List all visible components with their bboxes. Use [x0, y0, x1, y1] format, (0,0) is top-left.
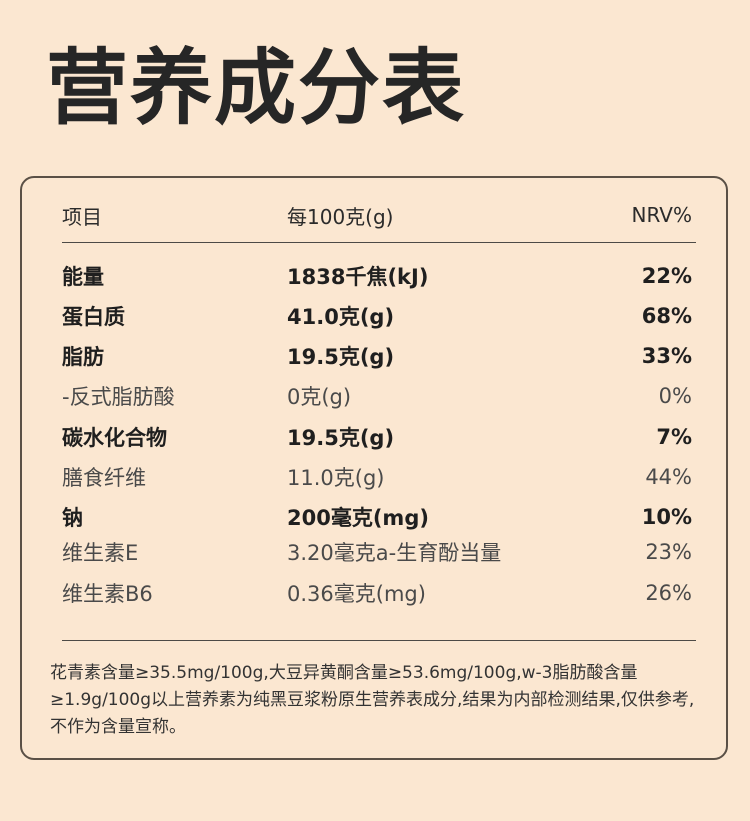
- footnote-divider: [62, 640, 696, 641]
- nutrient-amount: 19.5克(g): [287, 426, 395, 450]
- table-row: 维生素E 3.20毫克a-生育酚当量 23%: [62, 536, 692, 568]
- nutrient-name: 膳食纤维: [62, 466, 146, 490]
- header-nrv: NRV%: [631, 203, 692, 227]
- nutrient-nrv: 7%: [656, 425, 692, 449]
- footnote: 花青素含量≥35.5mg/100g,大豆异黄酮含量≥53.6mg/100g,w-…: [50, 663, 695, 737]
- header-item: 项目: [62, 204, 102, 229]
- nutrient-amount: 3.20毫克a-生育酚当量: [287, 541, 502, 565]
- nutrient-amount: 0克(g): [287, 385, 352, 409]
- page-title: 营养成分表: [46, 41, 467, 136]
- nutrient-name: 碳水化合物: [62, 426, 167, 450]
- nutrient-amount: 0.36毫克(mg): [287, 582, 426, 606]
- nutrient-nrv: 0%: [658, 384, 692, 408]
- nutrient-name: 蛋白质: [62, 305, 125, 329]
- nutrient-amount: 11.0克(g): [287, 466, 385, 490]
- nutrient-name: 能量: [62, 265, 104, 289]
- nutrient-nrv: 68%: [641, 304, 692, 328]
- nutrient-nrv: 26%: [645, 581, 692, 605]
- nutrient-name: 钠: [62, 506, 83, 530]
- nutrient-name: 维生素B6: [62, 582, 153, 606]
- nutrient-amount: 200毫克(mg): [287, 506, 429, 530]
- nutrient-name: 维生素E: [62, 541, 139, 565]
- table-row: 钠 200毫克(mg) 10%: [62, 501, 692, 533]
- table-row: 蛋白质 41.0克(g) 68%: [62, 300, 692, 332]
- header-per100: 每100克(g): [287, 204, 394, 229]
- header-divider: [62, 242, 696, 243]
- nutrient-amount: 19.5克(g): [287, 345, 395, 369]
- nutrient-amount: 41.0克(g): [287, 305, 395, 329]
- table-row: 膳食纤维 11.0克(g) 44%: [62, 461, 692, 493]
- table-row: 维生素B6 0.36毫克(mg) 26%: [62, 577, 692, 609]
- table-row: 脂肪 19.5克(g) 33%: [62, 340, 692, 372]
- table-row: -反式脂肪酸 0克(g) 0%: [62, 380, 692, 412]
- nutrient-nrv: 22%: [641, 264, 692, 288]
- nutrient-name: 脂肪: [62, 345, 104, 369]
- nutrient-nrv: 23%: [645, 540, 692, 564]
- table-row: 碳水化合物 19.5克(g) 7%: [62, 421, 692, 453]
- nutrient-nrv: 44%: [645, 465, 692, 489]
- nutrient-name: -反式脂肪酸: [62, 385, 175, 409]
- nutrient-amount: 1838千焦(kJ): [287, 265, 429, 289]
- nutrient-nrv: 33%: [641, 344, 692, 368]
- table-header: 项目 每100克(g) NRV%: [62, 200, 692, 230]
- table-row: 能量 1838千焦(kJ) 22%: [62, 260, 692, 292]
- nutrient-nrv: 10%: [641, 505, 692, 529]
- nutrition-table: 项目 每100克(g) NRV% 能量 1838千焦(kJ) 22% 蛋白质 4…: [20, 176, 728, 760]
